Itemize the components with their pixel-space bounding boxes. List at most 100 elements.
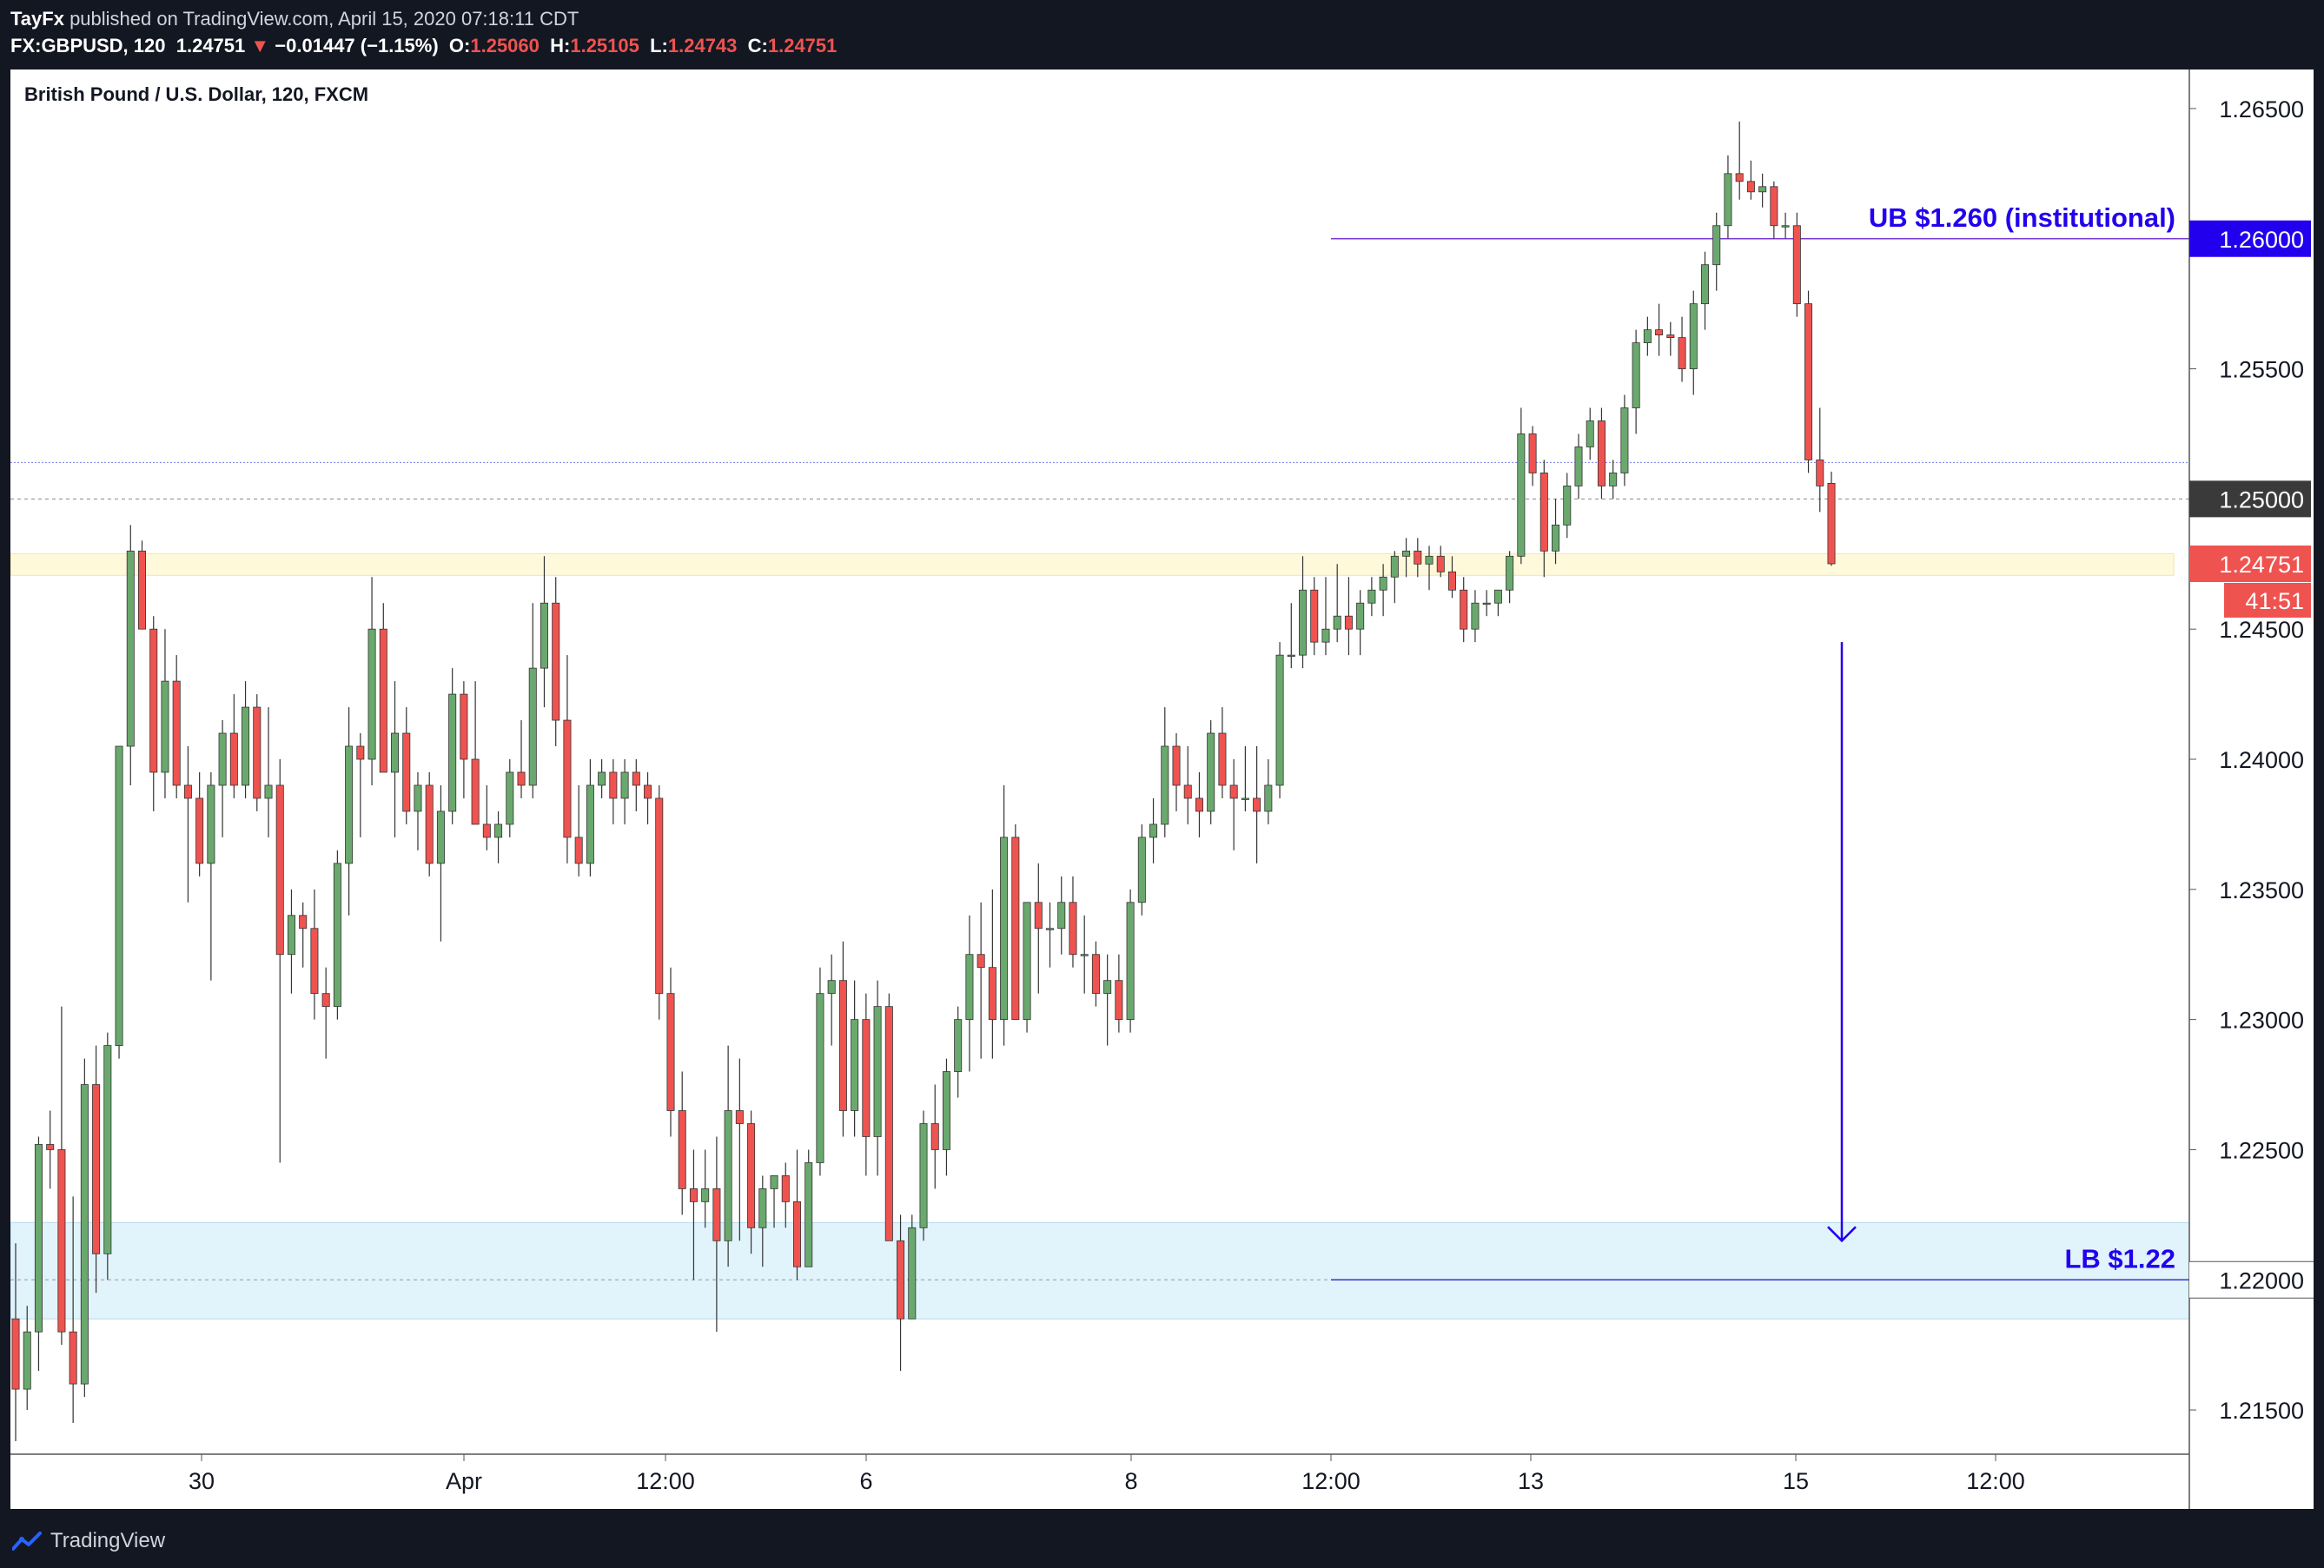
candle-body-up <box>1758 186 1767 193</box>
round-axis-badge-bg <box>2189 480 2311 518</box>
candle-body-down <box>1666 334 1675 339</box>
candle <box>275 759 284 1163</box>
candle <box>758 1175 767 1267</box>
candle-body-up <box>1241 797 1249 800</box>
candle-body-up <box>1552 524 1560 552</box>
candle-body-down <box>712 1188 721 1241</box>
price-chart[interactable]: UB $1.260 (institutional) LB $1.22 British… <box>10 69 2314 1509</box>
y-tick-label: 1.23000 <box>2219 1008 2304 1034</box>
candle-body-down <box>1115 980 1123 1021</box>
candle-body-up <box>1482 602 1491 605</box>
candle <box>172 655 181 798</box>
candle-body-down <box>838 980 847 1111</box>
candle <box>1816 407 1824 513</box>
chart-area[interactable]: UB $1.260 (institutional) LB $1.22 British… <box>10 69 2314 1509</box>
last-price-badge-bg <box>2189 545 2311 582</box>
candle-body-down <box>897 1240 905 1320</box>
candle <box>310 889 319 1020</box>
candle <box>804 1149 813 1267</box>
candle <box>92 1045 101 1293</box>
candle <box>115 745 123 1059</box>
candle-body-up <box>1574 447 1583 486</box>
candle-body-down <box>1414 550 1422 565</box>
candle <box>712 1136 721 1333</box>
candle <box>1126 889 1135 1033</box>
candle-body-up <box>1689 303 1698 369</box>
candle-body-up <box>23 1331 31 1390</box>
y-tick-label: 1.22500 <box>2219 1137 2304 1163</box>
candle <box>1057 876 1066 955</box>
candle-body-down <box>379 628 387 773</box>
candle-body-down <box>1816 460 1824 486</box>
chart-title: British Pound / U.S. Dollar, 120, FXCM <box>24 83 368 105</box>
candle <box>1207 720 1215 824</box>
candle-body-up <box>827 980 836 995</box>
candle-body-up <box>1264 784 1273 812</box>
candle-body-up <box>1390 555 1399 578</box>
candle <box>46 1110 55 1189</box>
candle <box>655 784 664 1020</box>
candle-body-down <box>609 771 618 799</box>
x-tick-label: 12:00 <box>1966 1468 2025 1494</box>
candle <box>1046 902 1055 968</box>
publisher-name: TayFx <box>10 8 64 30</box>
candle-body-down <box>574 837 583 864</box>
candle-body-up <box>1103 980 1112 995</box>
candle <box>1781 212 1790 239</box>
candle <box>552 577 560 747</box>
symbol-label: FX:GBPUSD, 120 <box>10 35 166 56</box>
candle <box>689 1149 698 1280</box>
y-tick-label: 1.23500 <box>2219 877 2304 903</box>
candle-body-up <box>770 1175 778 1189</box>
candle <box>1804 290 1813 473</box>
candle <box>1425 546 1433 591</box>
candle <box>644 771 652 824</box>
candle-body-down <box>1827 483 1836 565</box>
candle <box>103 1032 112 1280</box>
candle <box>299 902 308 968</box>
candle <box>471 681 480 825</box>
candle-body-down <box>1447 571 1456 591</box>
x-tick-label: 12:00 <box>1301 1468 1361 1494</box>
candle <box>1264 759 1273 824</box>
candle <box>1287 603 1295 669</box>
candle <box>1436 546 1445 578</box>
candle-body-down <box>1804 303 1813 460</box>
candle-body-down <box>563 719 572 838</box>
candle <box>1390 551 1399 604</box>
candle <box>1000 784 1009 1046</box>
candle-body-down <box>229 732 238 786</box>
candle <box>414 771 422 850</box>
candle <box>436 784 445 942</box>
candle <box>988 889 996 1059</box>
candle-body-down <box>884 1006 893 1241</box>
candle <box>448 668 457 824</box>
candle <box>207 771 215 981</box>
candle-body-up <box>1057 902 1066 930</box>
candle-body-up <box>908 1227 917 1320</box>
candle-body-up <box>80 1084 89 1385</box>
candle-body-up <box>207 784 215 864</box>
low-label: L: <box>650 35 668 56</box>
down-arrow-icon: ▼ <box>250 35 270 56</box>
x-tick-label: 6 <box>859 1468 872 1494</box>
candle <box>884 993 893 1241</box>
candle <box>1299 556 1308 669</box>
candle <box>1356 590 1365 656</box>
candle <box>908 1214 917 1320</box>
candle-body-down <box>310 928 319 995</box>
candle <box>1586 407 1594 460</box>
candle-body-down <box>644 784 652 799</box>
candle <box>1517 407 1526 565</box>
candle <box>919 1110 928 1241</box>
price-change: −0.01447 (−1.15%) <box>275 35 439 56</box>
candle-body-up <box>1023 902 1031 1021</box>
candle-body-up <box>1161 745 1169 825</box>
candle-body-down <box>356 745 365 760</box>
candle-body-up <box>1700 264 1709 305</box>
candle-body-up <box>598 771 606 786</box>
candle <box>1149 797 1158 863</box>
candle-body-up <box>701 1188 710 1202</box>
high-value: 1.25105 <box>570 35 639 56</box>
candle <box>666 967 675 1137</box>
